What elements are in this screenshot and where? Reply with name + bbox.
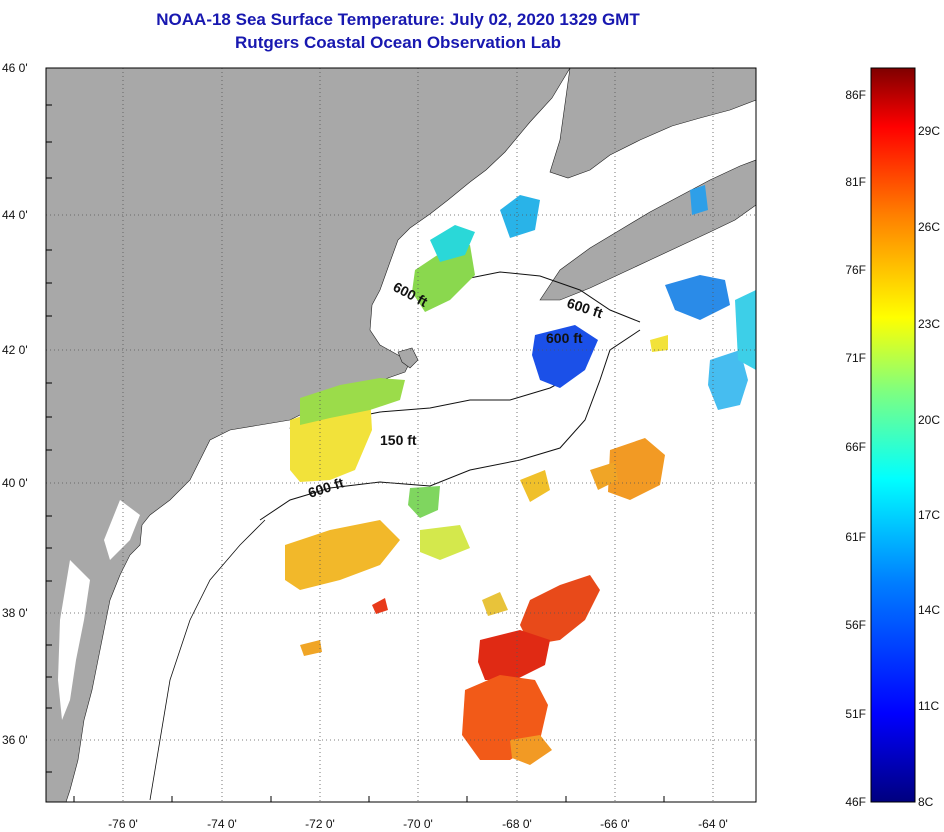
lon-label: -66 0' [600,817,630,831]
colorbar-f-label: 71F [845,351,866,365]
map-frame [45,67,757,803]
chesapeake-bay [58,560,90,720]
colorbar-f-label: 86F [845,88,866,102]
colorbar-c-label: 11C [918,699,939,713]
contour-label: 600 ft [546,330,583,346]
colorbar-f-label: 46F [845,795,866,809]
colorbar-f-label: 81F [845,175,866,189]
land-new-brunswick [549,68,756,179]
colorbar-f-label: 56F [845,618,866,632]
lat-label: 46 0' [2,61,28,75]
colorbar-c-label: 26C [918,220,940,234]
latitude-labels: 46 0' 44 0' 42 0' 40 0' 38 0' 36 0' [2,61,28,747]
lat-label: 44 0' [2,208,28,222]
colorbar-f-label: 76F [845,263,866,277]
colorbar-fahrenheit-labels: 86F 81F 76F 71F 66F 61F 56F 51F 46F [845,88,866,809]
longitude-labels: -76 0' -74 0' -72 0' -70 0' -68 0' -66 0… [108,817,728,831]
contour-label: 150 ft [380,432,417,448]
contour-600ft-shelf [259,329,641,521]
lon-label: -70 0' [403,817,433,831]
colorbar-c-label: 17C [918,508,940,522]
contour-slope [149,519,266,801]
colorbar-c-label: 20C [918,413,940,427]
colorbar-c-label: 14C [918,603,940,617]
map-subtitle: Rutgers Coastal Ocean Observation Lab [235,33,561,52]
colorbar-celsius-labels: 29C 26C 23C 20C 17C 14C 11C 8C [918,124,940,809]
colorbar-c-label: 8C [918,795,934,809]
lon-label: -74 0' [207,817,237,831]
lat-label: 40 0' [2,476,28,490]
delaware-bay [104,500,140,560]
colorbar-f-label: 66F [845,440,866,454]
axis-ticks [46,104,665,802]
lon-label: -76 0' [108,817,138,831]
lon-label: -72 0' [305,817,335,831]
sst-patches [285,185,756,765]
lon-label: -68 0' [502,817,532,831]
colorbar-c-label: 23C [918,317,940,331]
colorbar-f-label: 51F [845,707,866,721]
colorbar-f-label: 61F [845,530,866,544]
colorbar [870,67,916,803]
lat-label: 42 0' [2,343,28,357]
lat-label: 38 0' [2,606,28,620]
lat-label: 36 0' [2,733,28,747]
lon-label: -64 0' [698,817,728,831]
map-title: NOAA-18 Sea Surface Temperature: July 02… [156,10,640,29]
colorbar-c-label: 29C [918,124,940,138]
land-cape-cod [397,347,419,369]
